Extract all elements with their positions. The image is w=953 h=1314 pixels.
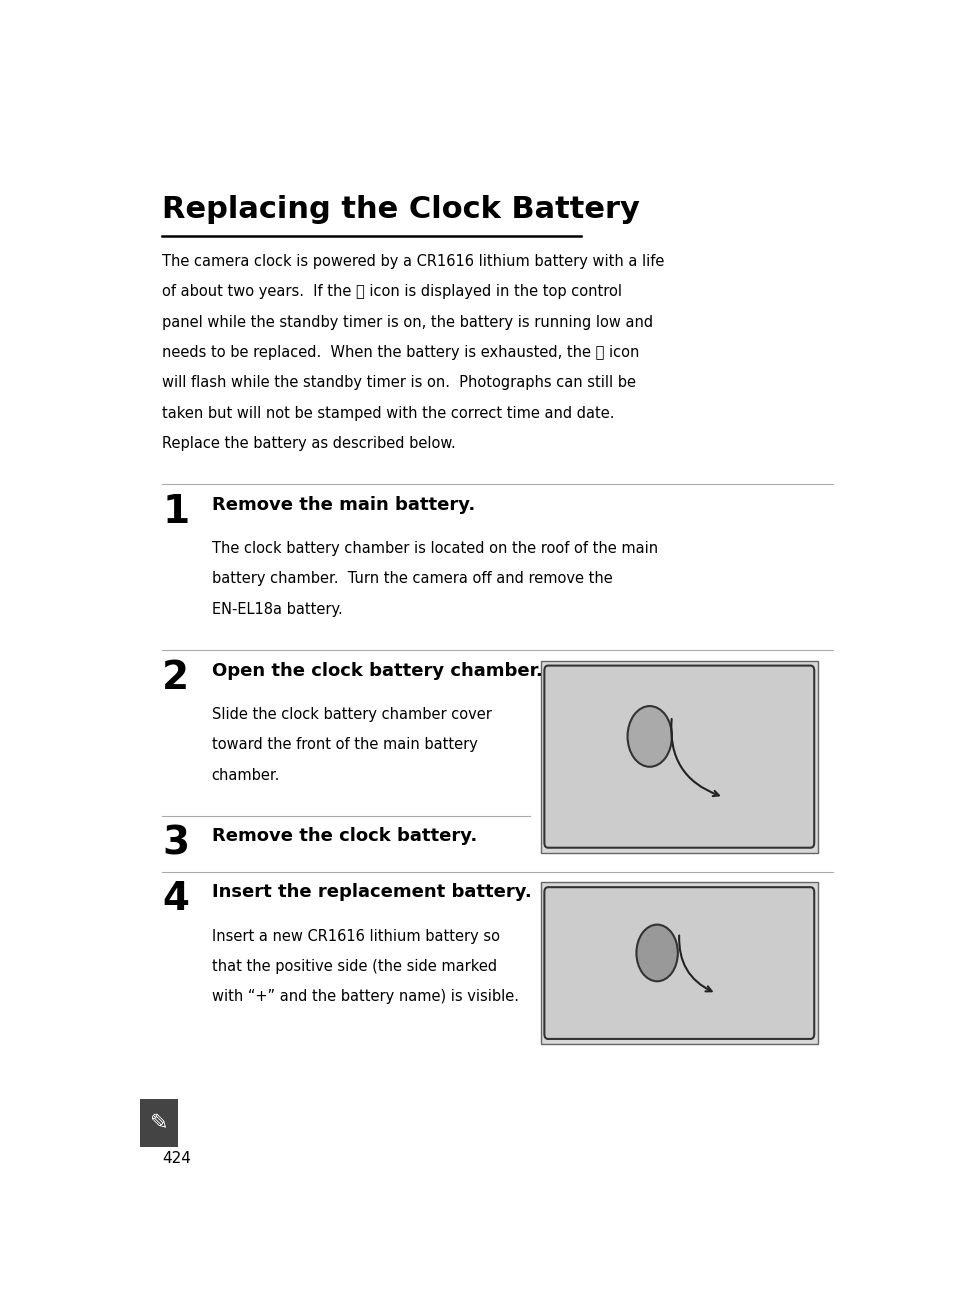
Text: will flash while the standby timer is on.  Photographs can still be: will flash while the standby timer is on…	[162, 376, 636, 390]
Text: panel while the standby timer is on, the battery is running low and: panel while the standby timer is on, the…	[162, 314, 653, 330]
Text: Replacing the Clock Battery: Replacing the Clock Battery	[162, 194, 639, 225]
Text: Slide the clock battery chamber cover: Slide the clock battery chamber cover	[212, 707, 491, 723]
Text: with “+” and the battery name) is visible.: with “+” and the battery name) is visibl…	[212, 989, 518, 1004]
FancyBboxPatch shape	[544, 666, 813, 848]
Bar	[540, 661, 817, 853]
Text: 3: 3	[162, 824, 189, 862]
Text: EN-EL18a battery.: EN-EL18a battery.	[212, 602, 342, 616]
Text: 4: 4	[162, 880, 189, 918]
Text: Replace the battery as described below.: Replace the battery as described below.	[162, 436, 456, 451]
Text: taken but will not be stamped with the correct time and date.: taken but will not be stamped with the c…	[162, 406, 614, 420]
Text: 2: 2	[162, 658, 189, 696]
Text: chamber.: chamber.	[212, 767, 280, 783]
Text: toward the front of the main battery: toward the front of the main battery	[212, 737, 477, 753]
Text: 1: 1	[162, 493, 189, 531]
Text: Insert the replacement battery.: Insert the replacement battery.	[212, 883, 531, 901]
Text: ✎: ✎	[150, 1113, 169, 1133]
Text: Open the clock battery chamber.: Open the clock battery chamber.	[212, 661, 542, 679]
Text: The camera clock is powered by a CR1616 lithium battery with a life: The camera clock is powered by a CR1616 …	[162, 254, 664, 269]
Text: 424: 424	[162, 1151, 191, 1167]
Circle shape	[627, 706, 671, 767]
FancyBboxPatch shape	[544, 887, 813, 1039]
Bar	[140, 1099, 178, 1147]
Text: battery chamber.  Turn the camera off and remove the: battery chamber. Turn the camera off and…	[212, 572, 612, 586]
Text: The clock battery chamber is located on the roof of the main: The clock battery chamber is located on …	[212, 541, 658, 556]
Text: needs to be replaced.  When the battery is exhausted, the ⧗ icon: needs to be replaced. When the battery i…	[162, 344, 639, 360]
Text: that the positive side (the side marked: that the positive side (the side marked	[212, 959, 497, 974]
Text: of about two years.  If the ⧗ icon is displayed in the top control: of about two years. If the ⧗ icon is dis…	[162, 284, 621, 300]
Bar	[540, 882, 817, 1045]
Text: Remove the clock battery.: Remove the clock battery.	[212, 828, 476, 845]
Circle shape	[636, 925, 678, 982]
Text: Remove the main battery.: Remove the main battery.	[212, 495, 475, 514]
Text: Insert a new CR1616 lithium battery so: Insert a new CR1616 lithium battery so	[212, 929, 499, 943]
